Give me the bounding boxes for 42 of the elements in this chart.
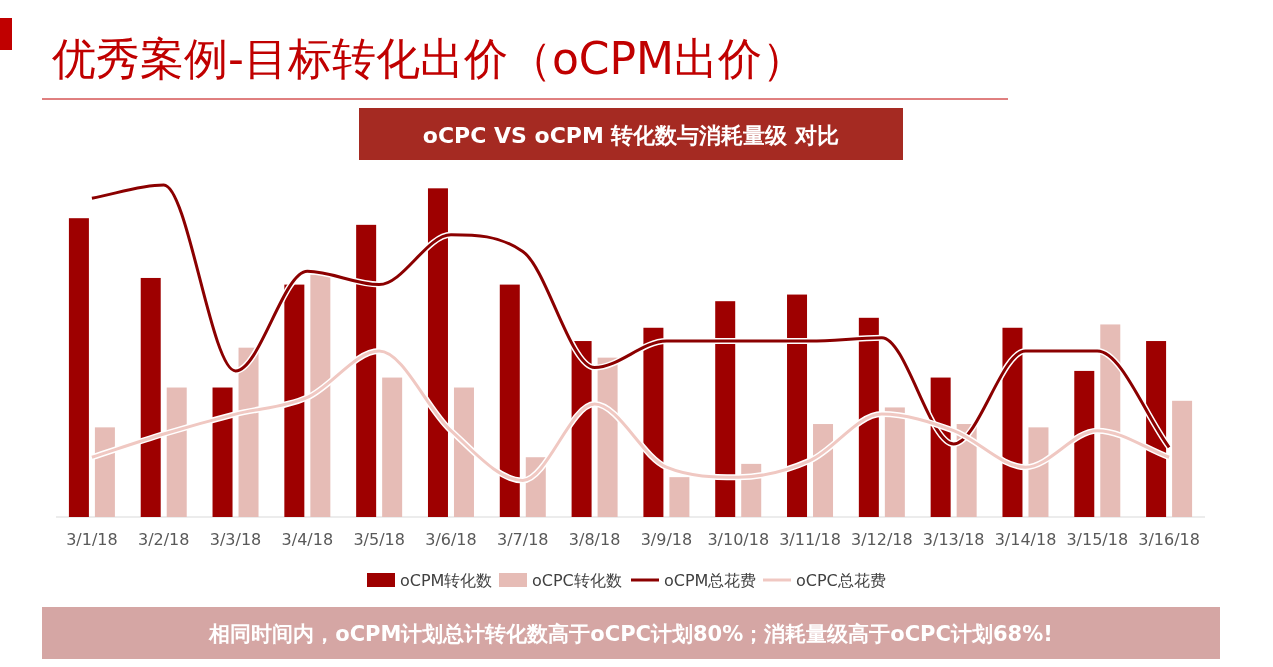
bar xyxy=(669,477,690,517)
x-tick-label: 3/4/18 xyxy=(281,530,334,549)
chart-subtitle: oCPC VS oCPM 转化数与消耗量级 对比 xyxy=(422,123,840,148)
bar xyxy=(643,327,664,517)
bar xyxy=(1074,370,1095,517)
bar xyxy=(715,301,736,517)
bar xyxy=(284,284,305,517)
bar xyxy=(68,218,89,517)
x-tick-label: 3/1/18 xyxy=(66,530,118,549)
legend-label: oCPC转化数 xyxy=(532,571,622,590)
bar xyxy=(427,188,448,517)
bar xyxy=(930,377,951,517)
bar xyxy=(1002,327,1023,517)
x-tick-label: 3/15/18 xyxy=(1066,530,1129,549)
legend-label: oCPM总花费 xyxy=(664,571,757,590)
bar xyxy=(571,341,592,517)
x-tick-label: 3/9/18 xyxy=(640,530,693,549)
x-tick-label: 3/5/18 xyxy=(353,530,405,549)
x-tick-label: 3/10/18 xyxy=(707,530,770,549)
x-tick-label: 3/2/18 xyxy=(137,530,190,549)
legend-label: oCPC总花费 xyxy=(796,571,886,590)
x-tick-label: 3/14/18 xyxy=(994,530,1057,549)
bar xyxy=(1172,400,1193,517)
bar xyxy=(140,277,161,517)
x-tick-label: 3/13/18 xyxy=(922,530,985,549)
bar xyxy=(212,387,233,517)
bar xyxy=(858,317,879,517)
x-tick-label: 3/6/18 xyxy=(425,530,477,549)
x-tick-label: 3/12/18 xyxy=(851,530,913,549)
bar xyxy=(787,294,808,517)
x-tick-label: 3/11/18 xyxy=(779,530,841,549)
bar xyxy=(499,284,520,517)
text: 相同时间内，oCPM计划总计转化数高于oCPC计划80%；消耗量级高于oCPC计划68%! xyxy=(208,622,1053,646)
x-tick-label: 3/7/18 xyxy=(497,530,549,549)
x-tick-label: 3/3/18 xyxy=(209,530,262,549)
chart-title: 优秀案例-目标转化出价（oCPM出价） xyxy=(52,33,807,84)
x-tick-label: 3/16/18 xyxy=(1138,530,1200,549)
x-tick-label: 3/8/18 xyxy=(568,530,621,549)
legend-label: oCPM转化数 xyxy=(400,571,493,590)
bar xyxy=(453,387,474,517)
bar xyxy=(382,377,403,517)
bar xyxy=(356,224,377,517)
